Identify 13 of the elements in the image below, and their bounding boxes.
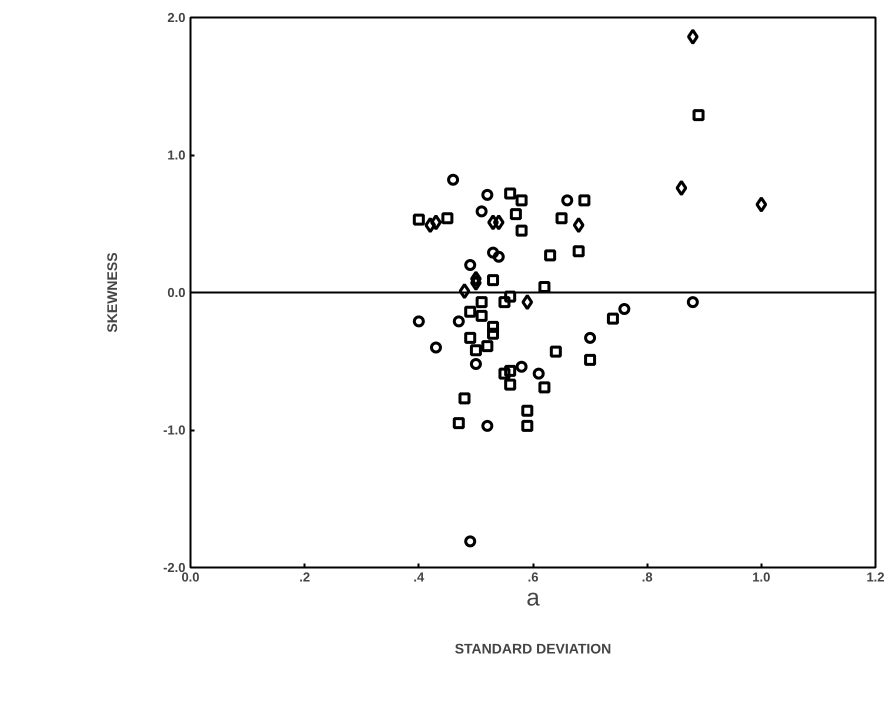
y-tick-label: -1.0 [163, 422, 186, 438]
y-tick-label: 1.0 [167, 148, 186, 162]
text: a [526, 584, 540, 612]
x-tick-label: .4 [413, 570, 426, 584]
y-tick-label: 0.0 [167, 285, 186, 300]
x-tick-label: 1.0 [752, 570, 770, 584]
y-axis-title: SKEWNESS [104, 252, 120, 333]
x-tick-label: 1.2 [866, 570, 885, 584]
x-axis-title: STANDARD DEVIATION [454, 640, 612, 656]
x-tick-label: .8 [642, 570, 653, 584]
x-tick-label: .6 [528, 570, 538, 584]
x-tick-label: .2 [299, 570, 310, 584]
y-tick-label: 2.0 [167, 10, 186, 25]
